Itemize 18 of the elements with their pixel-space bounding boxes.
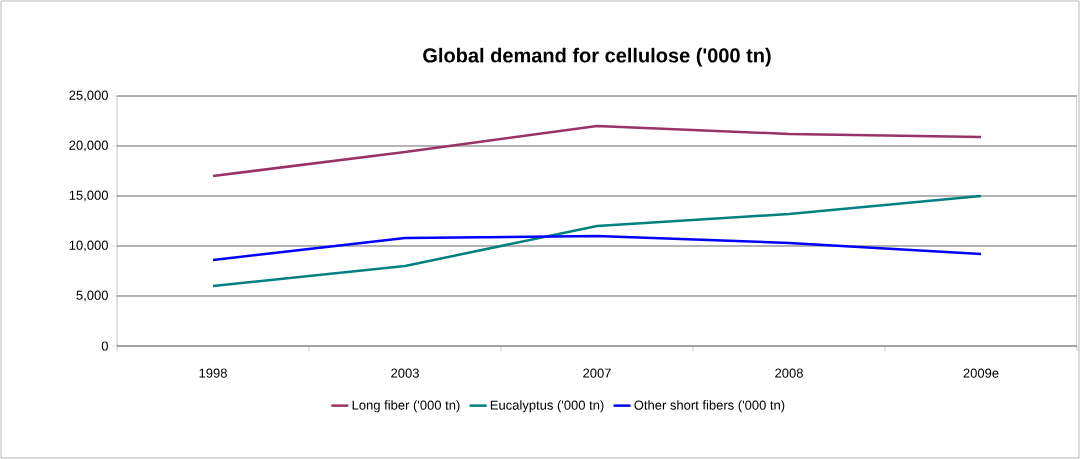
x-tick-label: 2007 — [583, 368, 611, 378]
x-tick-label: 1998 — [199, 368, 227, 378]
line-series — [211, 124, 983, 178]
y-tick-label: 5,000 — [76, 290, 108, 302]
y-tick-label: 0 — [101, 341, 108, 351]
legend-label: Long fiber ('000 tn) — [352, 400, 460, 413]
x-tick-label: 2009e — [963, 368, 999, 378]
x-tick-label: 2003 — [391, 368, 419, 378]
chart-title: Global demand for cellulose ('000 tn) — [423, 47, 771, 67]
y-tick-label: 20,000 — [69, 140, 108, 152]
line-series — [211, 234, 983, 262]
x-tick-label: 2008 — [775, 368, 803, 378]
legend-label: Other short fibers ('000 tn) — [634, 400, 785, 413]
line-series — [211, 194, 983, 288]
legend-label: Eucalyptus ('000 tn) — [490, 400, 604, 413]
y-tick-label: 25,000 — [69, 90, 108, 102]
y-tick-label: 10,000 — [69, 240, 108, 252]
y-tick-label: 15,000 — [69, 190, 108, 202]
